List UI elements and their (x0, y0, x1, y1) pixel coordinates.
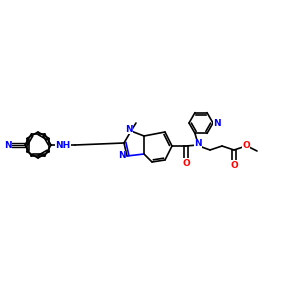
Text: N: N (118, 152, 126, 160)
Text: N: N (194, 140, 202, 148)
Text: N: N (4, 140, 12, 149)
Text: O: O (230, 160, 238, 169)
Text: N: N (213, 118, 221, 127)
Text: NH: NH (56, 140, 70, 149)
Text: O: O (242, 142, 250, 151)
Text: N: N (125, 124, 133, 134)
Text: O: O (182, 158, 190, 167)
